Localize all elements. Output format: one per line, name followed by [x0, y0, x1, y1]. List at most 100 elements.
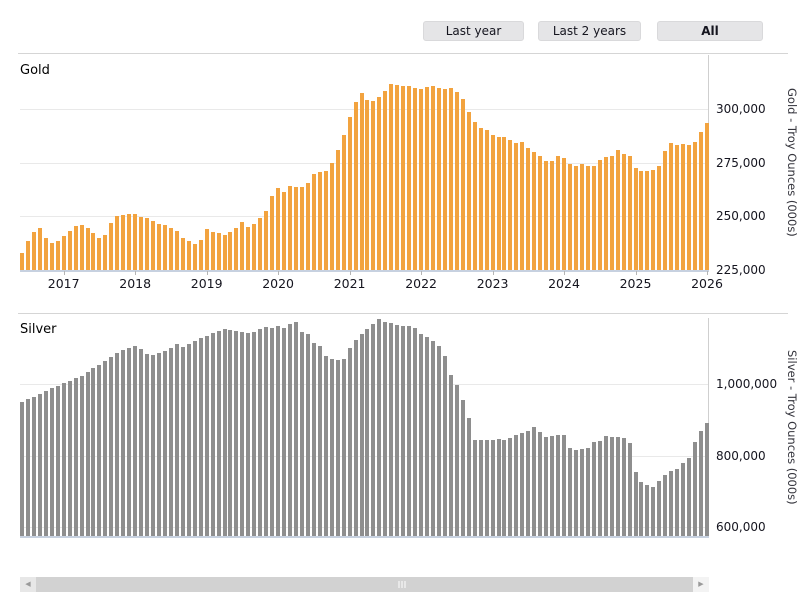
x-tick-mark — [278, 271, 280, 275]
gold-bar — [705, 122, 709, 270]
horizontal-scrollbar-track[interactable] — [20, 577, 709, 592]
silver-bar — [448, 375, 453, 536]
gold-bar — [294, 187, 298, 270]
gold-bar — [270, 195, 275, 270]
gold-bar — [383, 90, 388, 270]
gold-bar — [347, 117, 352, 270]
gold-bar — [317, 172, 322, 270]
x-tick-mark — [135, 271, 137, 275]
x-tick-mark — [635, 271, 637, 275]
silver-bar — [431, 340, 435, 536]
silver-bar — [520, 433, 525, 536]
gold-bar — [139, 217, 144, 270]
silver-bar — [556, 434, 561, 536]
silver-bar — [61, 383, 66, 536]
silver-bar — [329, 358, 334, 536]
silver-bar — [121, 350, 126, 536]
silver-bar — [67, 380, 72, 536]
gold-bar — [168, 228, 173, 270]
gold-bar — [299, 187, 304, 270]
silver-bar — [419, 333, 424, 536]
last-year-button[interactable]: Last year — [423, 21, 524, 41]
last-2-years-button[interactable]: Last 2 years — [538, 21, 641, 41]
gridline — [20, 108, 709, 110]
gold-bar — [61, 235, 66, 270]
gold-bar — [174, 231, 179, 270]
silver-bar — [37, 394, 42, 536]
gold-bar — [675, 145, 680, 270]
silver-bar — [25, 399, 30, 536]
silver-bar — [490, 439, 495, 536]
gold-bar — [651, 170, 656, 270]
silver-bar — [502, 439, 507, 536]
silver-y-tick-label: 1,000,000 — [716, 377, 778, 392]
gold-bar — [282, 191, 287, 270]
gold-bar — [162, 224, 167, 270]
gold-bar — [532, 151, 537, 270]
gold-bar — [335, 149, 340, 270]
gold-bar — [258, 218, 263, 270]
gold-y-tick-label: 300,000 — [716, 101, 766, 116]
gold-bar — [645, 171, 650, 270]
gold-bar — [151, 220, 156, 270]
gold-bar — [341, 134, 346, 270]
all-range-button[interactable]: All — [657, 21, 763, 41]
x-tick-label: 2022 — [405, 276, 437, 291]
silver-y-axis-title: Silver - Troy Ounces (000s) — [785, 349, 799, 505]
gold-bar — [37, 228, 42, 270]
silver-bar — [657, 480, 662, 536]
silver-bar — [591, 442, 596, 536]
x-tick-label: 2019 — [190, 276, 223, 291]
gold-bar — [210, 232, 215, 270]
silver-bar — [359, 333, 364, 536]
gold-bar — [633, 167, 638, 270]
gold-bar — [460, 99, 465, 270]
gold-bar — [699, 132, 704, 270]
scrollbar-left-arrow-icon[interactable]: ◀ — [20, 577, 36, 592]
silver-bar — [627, 443, 632, 536]
silver-bar — [234, 331, 239, 536]
silver-bar — [532, 427, 537, 536]
x-tick-label: 2024 — [548, 276, 580, 291]
silver-bar — [73, 378, 78, 536]
scrollbar-grip-icon[interactable] — [398, 581, 406, 588]
gold-bar — [693, 142, 698, 270]
gold-bar — [514, 143, 519, 270]
silver-bar — [139, 349, 144, 536]
gold-bar — [484, 130, 489, 270]
gold-x-axis-line — [20, 270, 709, 272]
silver-bar — [228, 329, 233, 536]
silver-bar — [407, 325, 412, 536]
gold-bar — [240, 221, 245, 270]
gold-bar — [538, 156, 543, 270]
gold-bar — [323, 171, 328, 270]
silver-bar — [180, 346, 185, 536]
gold-bar — [145, 218, 150, 270]
silver-bar — [681, 462, 686, 536]
silver-bar — [240, 332, 245, 536]
silver-bar — [85, 372, 90, 536]
gold-bar — [687, 145, 692, 270]
gold-bar — [276, 188, 281, 270]
gridline — [20, 455, 709, 457]
gold-y-axis-title: Gold - Troy Ounces (000s) — [785, 88, 799, 237]
gold-bar — [627, 156, 632, 270]
x-tick-mark — [63, 271, 65, 275]
silver-bar — [401, 326, 406, 536]
silver-y-tick-label: 600,000 — [716, 520, 766, 535]
gold-bar — [73, 225, 78, 270]
silver-bar — [389, 323, 394, 536]
gold-bar — [305, 182, 310, 270]
silver-bar — [693, 442, 698, 536]
gold-bar — [568, 163, 572, 270]
silver-chart-plot — [20, 318, 709, 536]
silver-bar — [496, 439, 501, 536]
gold-bar — [67, 231, 72, 270]
silver-bar — [436, 345, 441, 536]
gold-bar — [663, 150, 668, 270]
gold-bar — [669, 143, 674, 270]
gold-bar — [478, 128, 483, 270]
silver-bar — [573, 449, 578, 536]
scrollbar-right-arrow-icon[interactable]: ▶ — [693, 577, 709, 592]
silver-bar — [288, 324, 293, 536]
